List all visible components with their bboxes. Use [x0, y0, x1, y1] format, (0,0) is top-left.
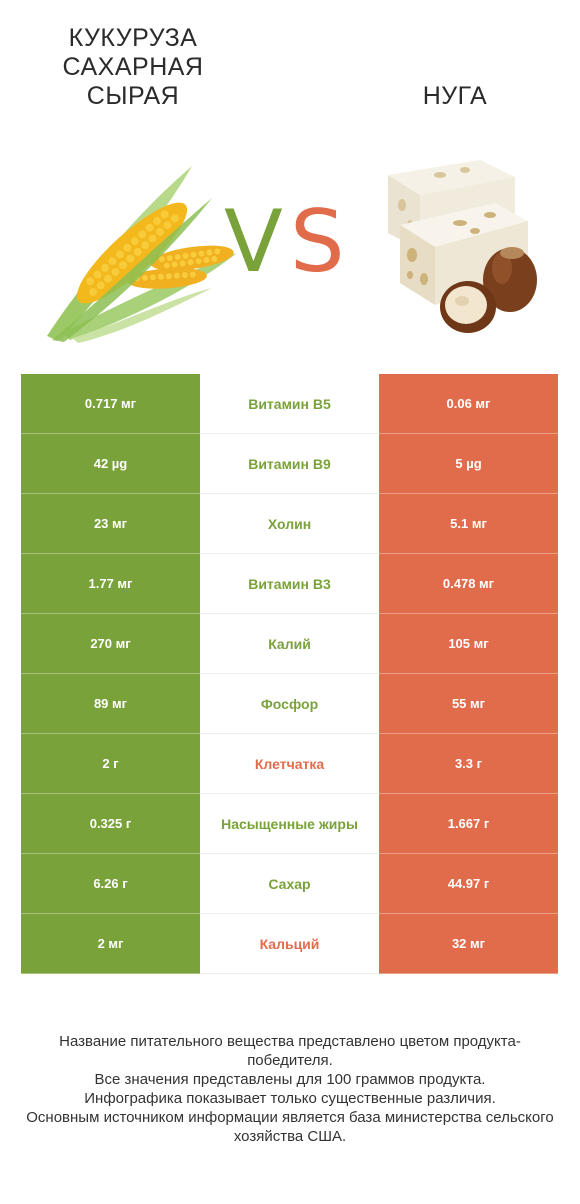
- right-product-title: НУГА: [422, 82, 488, 110]
- footer-line: Инфографика показывает только существенн…: [84, 1090, 496, 1107]
- table-row: 42 µg Витамин B9 5 µg: [21, 434, 558, 494]
- left-value: 89 мг: [21, 674, 200, 734]
- nutrient-name: Холин: [200, 494, 379, 554]
- nutrient-name: Кальций: [200, 914, 379, 974]
- left-value: 270 мг: [21, 614, 200, 674]
- footer-line: Название питательного вещества представл…: [59, 1033, 521, 1069]
- table-row: 1.77 мг Витамин B3 0.478 мг: [21, 554, 558, 614]
- left-value: 2 мг: [21, 914, 200, 974]
- vs-v-letter: V: [224, 192, 283, 292]
- right-value: 3.3 г: [379, 734, 558, 794]
- nutrient-name: Фосфор: [200, 674, 379, 734]
- nougat-image: [388, 160, 537, 333]
- corn-image: [47, 166, 237, 343]
- right-value: 55 мг: [379, 674, 558, 734]
- footer-line: Все значения представлены для 100 граммо…: [94, 1071, 486, 1088]
- table-row: 270 мг Калий 105 мг: [21, 614, 558, 674]
- nutrient-name: Калий: [200, 614, 379, 674]
- nutrient-name: Витамин B3: [200, 554, 379, 614]
- left-value: 0.717 мг: [21, 374, 200, 434]
- left-value: 2 г: [21, 734, 200, 794]
- right-value: 5.1 мг: [379, 494, 558, 554]
- nutrient-name: Сахар: [200, 854, 379, 914]
- left-value: 0.325 г: [21, 794, 200, 854]
- left-product-title: КУКУРУЗА САХАРНАЯ СЫРАЯ: [62, 24, 204, 110]
- vs-s-letter: S: [290, 192, 345, 292]
- right-value: 1.667 г: [379, 794, 558, 854]
- right-value: 44.97 г: [379, 854, 558, 914]
- nutrient-name: Витамин B5: [200, 374, 379, 434]
- vs-label: V S: [224, 196, 354, 288]
- table-row: 0.325 г Насыщенные жиры 1.667 г: [21, 794, 558, 854]
- table-row: 2 г Клетчатка 3.3 г: [21, 734, 558, 794]
- right-value: 32 мг: [379, 914, 558, 974]
- right-value: 105 мг: [379, 614, 558, 674]
- table-row: 2 мг Кальций 32 мг: [21, 914, 558, 974]
- left-value: 23 мг: [21, 494, 200, 554]
- comparison-table: 0.717 мг Витамин B5 0.06 мг 42 µg Витами…: [21, 374, 558, 974]
- right-value: 5 µg: [379, 434, 558, 494]
- table-row: 23 мг Холин 5.1 мг: [21, 494, 558, 554]
- footer-line: Основным источником информации является …: [26, 1109, 554, 1145]
- table-row: 89 мг Фосфор 55 мг: [21, 674, 558, 734]
- table-row: 6.26 г Сахар 44.97 г: [21, 854, 558, 914]
- nutrient-name: Витамин B9: [200, 434, 379, 494]
- table-row: 0.717 мг Витамин B5 0.06 мг: [21, 374, 558, 434]
- nutrient-name: Клетчатка: [200, 734, 379, 794]
- left-value: 6.26 г: [21, 854, 200, 914]
- left-value: 42 µg: [21, 434, 200, 494]
- right-value: 0.478 мг: [379, 554, 558, 614]
- right-value: 0.06 мг: [379, 374, 558, 434]
- footer-notes: Название питательного вещества представл…: [20, 1032, 560, 1146]
- nutrient-name: Насыщенные жиры: [200, 794, 379, 854]
- left-value: 1.77 мг: [21, 554, 200, 614]
